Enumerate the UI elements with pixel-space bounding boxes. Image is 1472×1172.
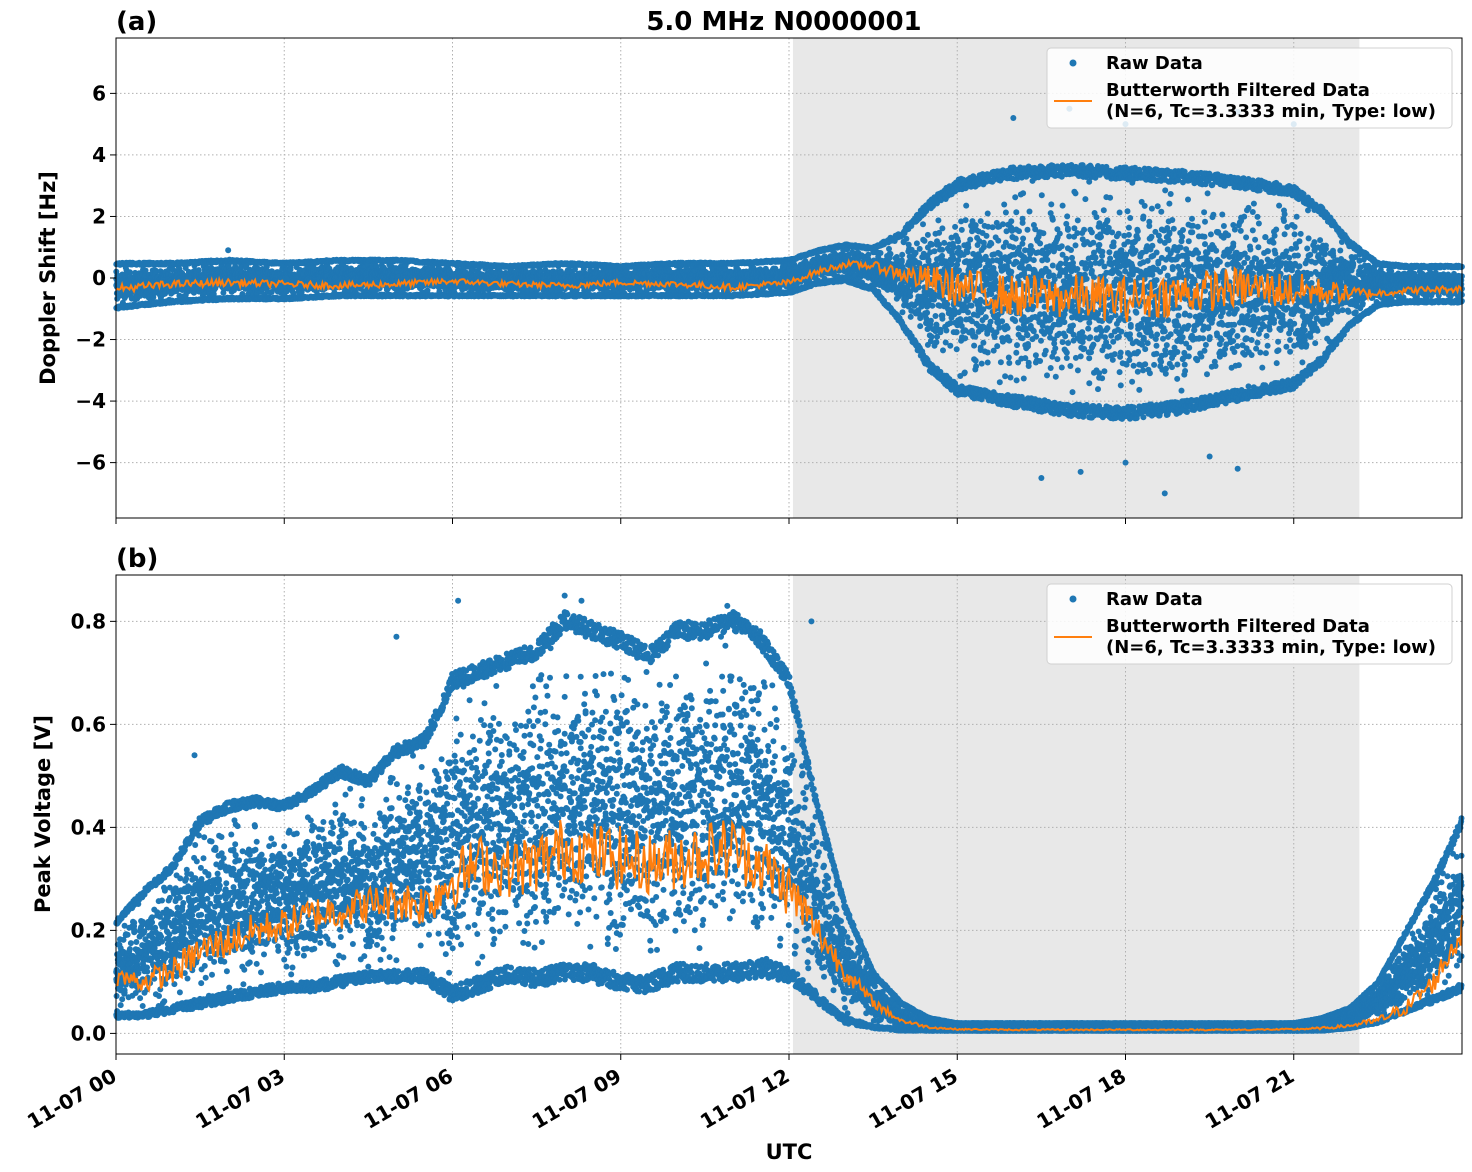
raw-data-point [288,267,294,273]
raw-data-point [196,267,202,273]
